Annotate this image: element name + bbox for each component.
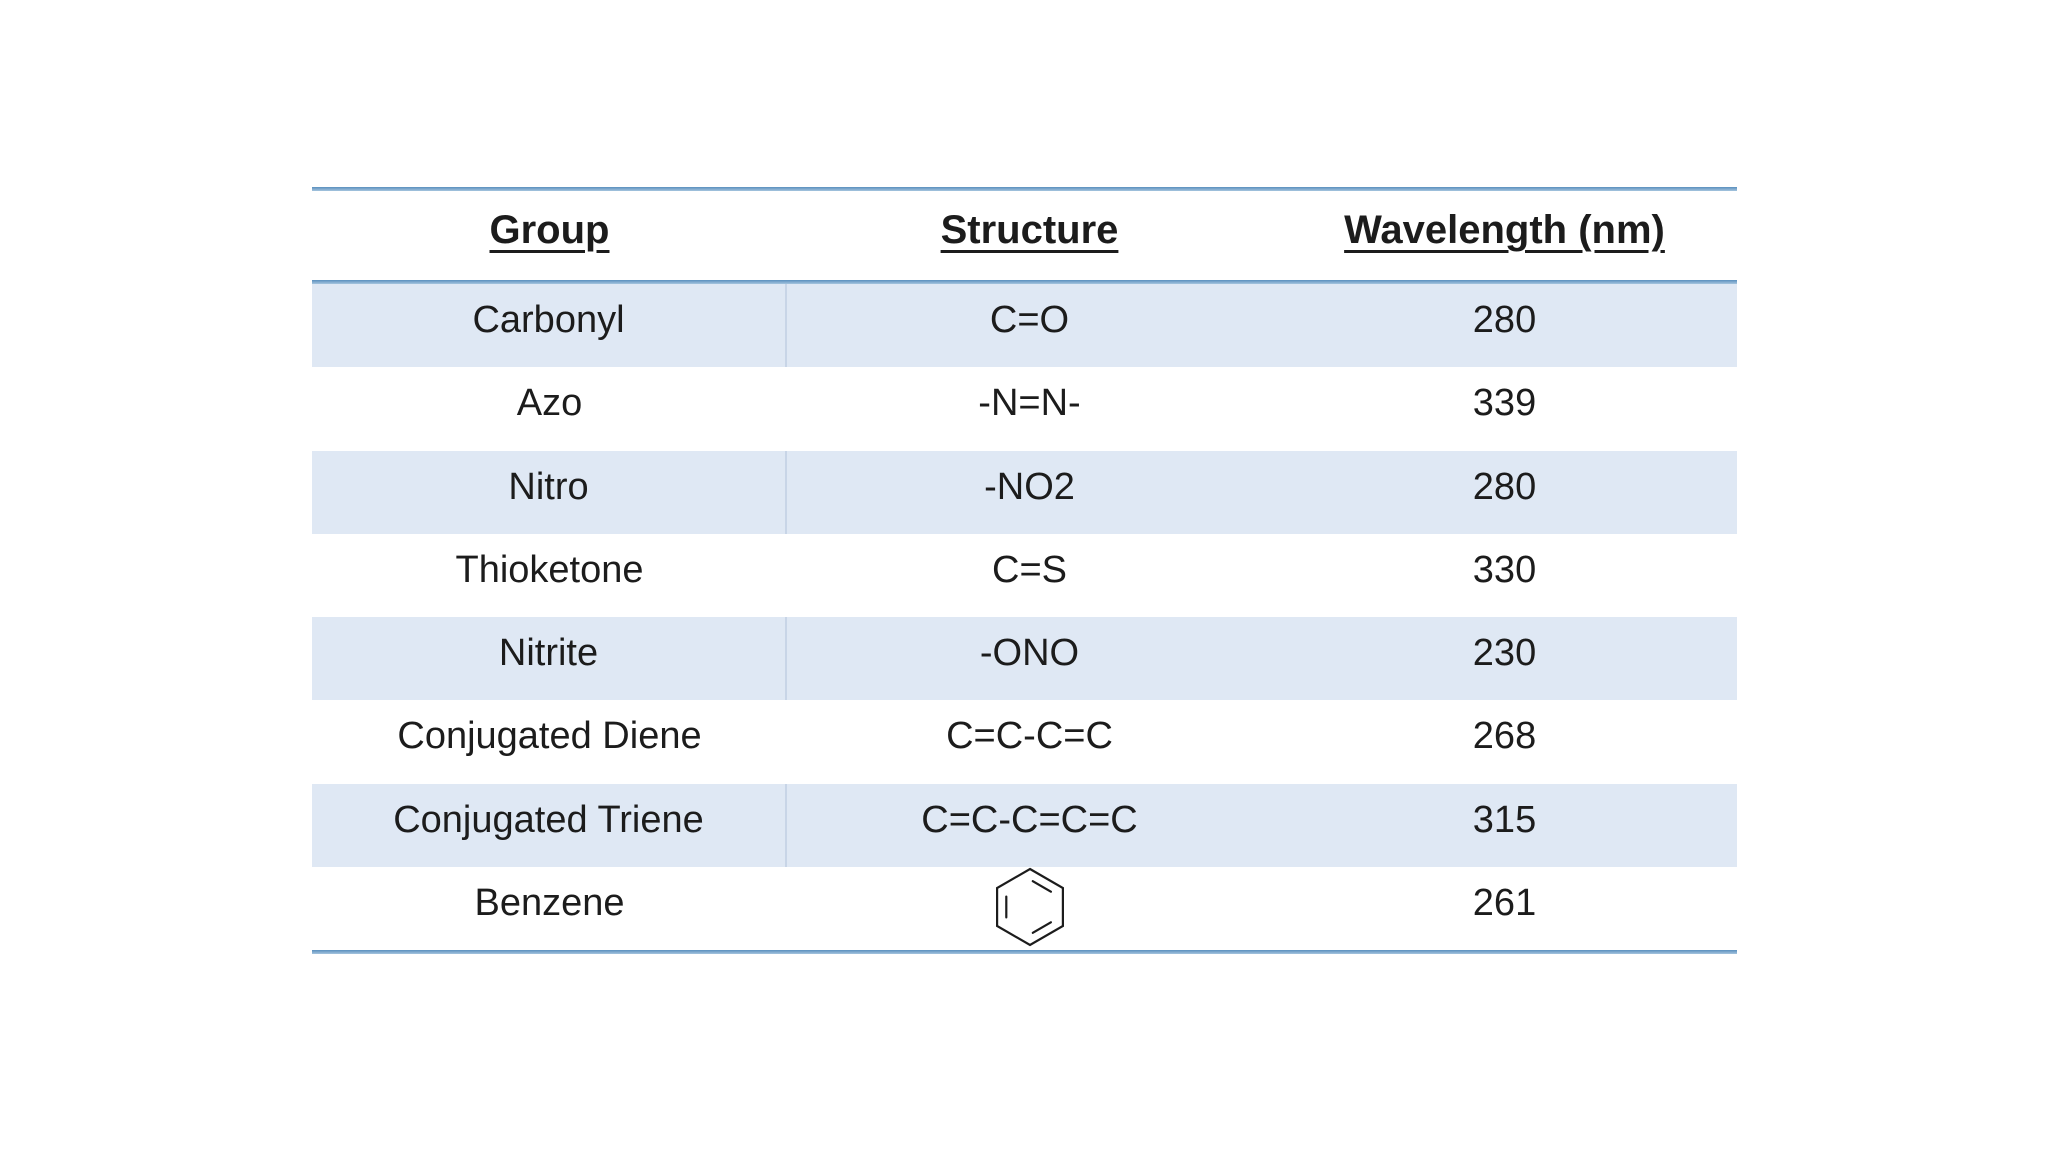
group-cell: Carbonyl — [312, 284, 787, 368]
structure-cell: -NO2 — [984, 465, 1075, 508]
table-header-separator-rule — [312, 280, 1737, 284]
wavelength-cell: 268 — [1472, 715, 1537, 758]
group-cell: Azo — [516, 382, 583, 425]
table-row-benzene: Benzene 261 — [312, 867, 1737, 950]
wavelength-cell: 230 — [1472, 632, 1537, 675]
column-header-structure: Structure — [940, 208, 1119, 252]
structure-cell: -ONO — [979, 632, 1080, 675]
chromophore-table: Group Structure Wavelength (nm) Carbonyl… — [312, 187, 1737, 954]
table-top-rule — [312, 187, 1737, 191]
group-cell: Conjugated Diene — [397, 715, 702, 758]
column-header-group: Group — [489, 208, 610, 252]
benzene-ring-icon — [995, 867, 1064, 947]
wavelength-cell: 280 — [1472, 299, 1537, 342]
structure-cell: C=S — [992, 548, 1067, 591]
wavelength-cell: 330 — [1472, 548, 1537, 591]
group-cell: Conjugated Triene — [312, 783, 787, 867]
group-cell: Nitro — [312, 450, 787, 534]
table-bottom-rule — [312, 950, 1737, 954]
group-cell: Nitrite — [312, 617, 787, 701]
table-row-nitro: Nitro -NO2 280 — [312, 450, 1737, 534]
table-row-azo: Azo -N=N- 339 — [312, 367, 1737, 450]
table-header-row: Group Structure Wavelength (nm) — [312, 191, 1737, 280]
structure-cell: C=C-C=C=C — [921, 798, 1138, 841]
group-cell: Thioketone — [455, 548, 644, 591]
table-row-carbonyl: Carbonyl C=O 280 — [312, 284, 1737, 368]
column-header-wavelength: Wavelength (nm) — [1344, 208, 1665, 252]
wavelength-cell: 339 — [1472, 382, 1537, 425]
structure-cell: C=C-C=C — [946, 715, 1113, 758]
wavelength-cell: 315 — [1472, 798, 1537, 841]
structure-cell: -N=N- — [978, 382, 1081, 425]
structure-cell: C=O — [989, 299, 1070, 342]
group-cell: Benzene — [474, 881, 625, 924]
table-row-conjugated-diene: Conjugated Diene C=C-C=C 268 — [312, 700, 1737, 783]
structure-cell — [787, 867, 1272, 950]
wavelength-cell: 261 — [1472, 881, 1537, 924]
table-row-thioketone: Thioketone C=S 330 — [312, 534, 1737, 617]
table-row-conjugated-triene: Conjugated Triene C=C-C=C=C 315 — [312, 783, 1737, 867]
table-row-nitrite: Nitrite -ONO 230 — [312, 617, 1737, 701]
wavelength-cell: 280 — [1472, 465, 1537, 508]
